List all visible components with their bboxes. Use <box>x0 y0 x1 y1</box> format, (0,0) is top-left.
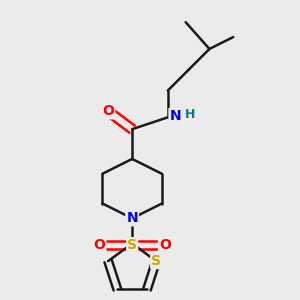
Text: N: N <box>126 212 138 225</box>
Text: S: S <box>151 254 161 268</box>
Text: S: S <box>127 238 137 252</box>
Text: O: O <box>103 104 114 118</box>
Text: O: O <box>94 238 105 252</box>
Text: N: N <box>169 109 181 123</box>
Text: H: H <box>185 108 195 122</box>
Text: O: O <box>159 238 171 252</box>
